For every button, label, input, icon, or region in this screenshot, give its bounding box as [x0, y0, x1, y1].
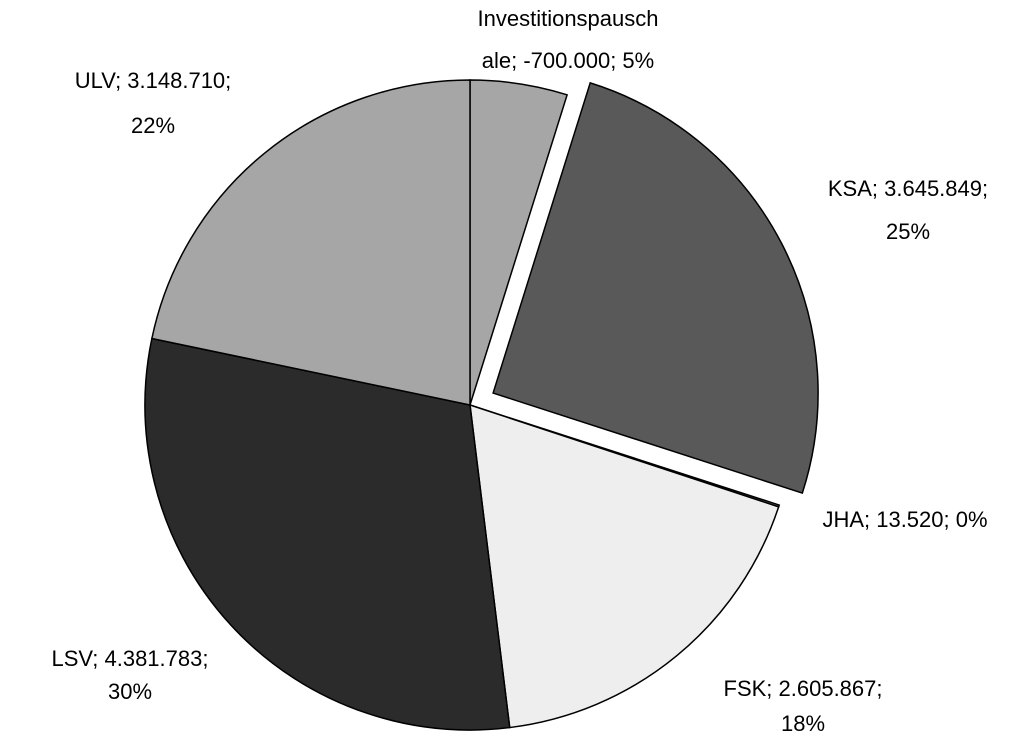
pie-slice — [469, 403, 780, 729]
pie-slice — [492, 81, 819, 495]
pie-slice — [144, 337, 511, 731]
slice-label: ULV; 3.148.710; — [75, 68, 232, 93]
slice-label: 30% — [108, 679, 152, 704]
pie-slice — [150, 79, 471, 406]
slice-label: Investitionspausch — [478, 6, 659, 31]
slice-label: ale; -700.000; 5% — [482, 48, 654, 73]
slice-label: 25% — [886, 219, 930, 244]
slice-label: 18% — [781, 711, 825, 736]
slice-label: FSK; 2.605.867; — [724, 676, 883, 701]
slice-label: 22% — [131, 113, 175, 138]
slice-label: JHA; 13.520; 0% — [822, 507, 987, 532]
slice-label: LSV; 4.381.783; — [52, 646, 209, 671]
slice-label: KSA; 3.645.849; — [828, 176, 988, 201]
